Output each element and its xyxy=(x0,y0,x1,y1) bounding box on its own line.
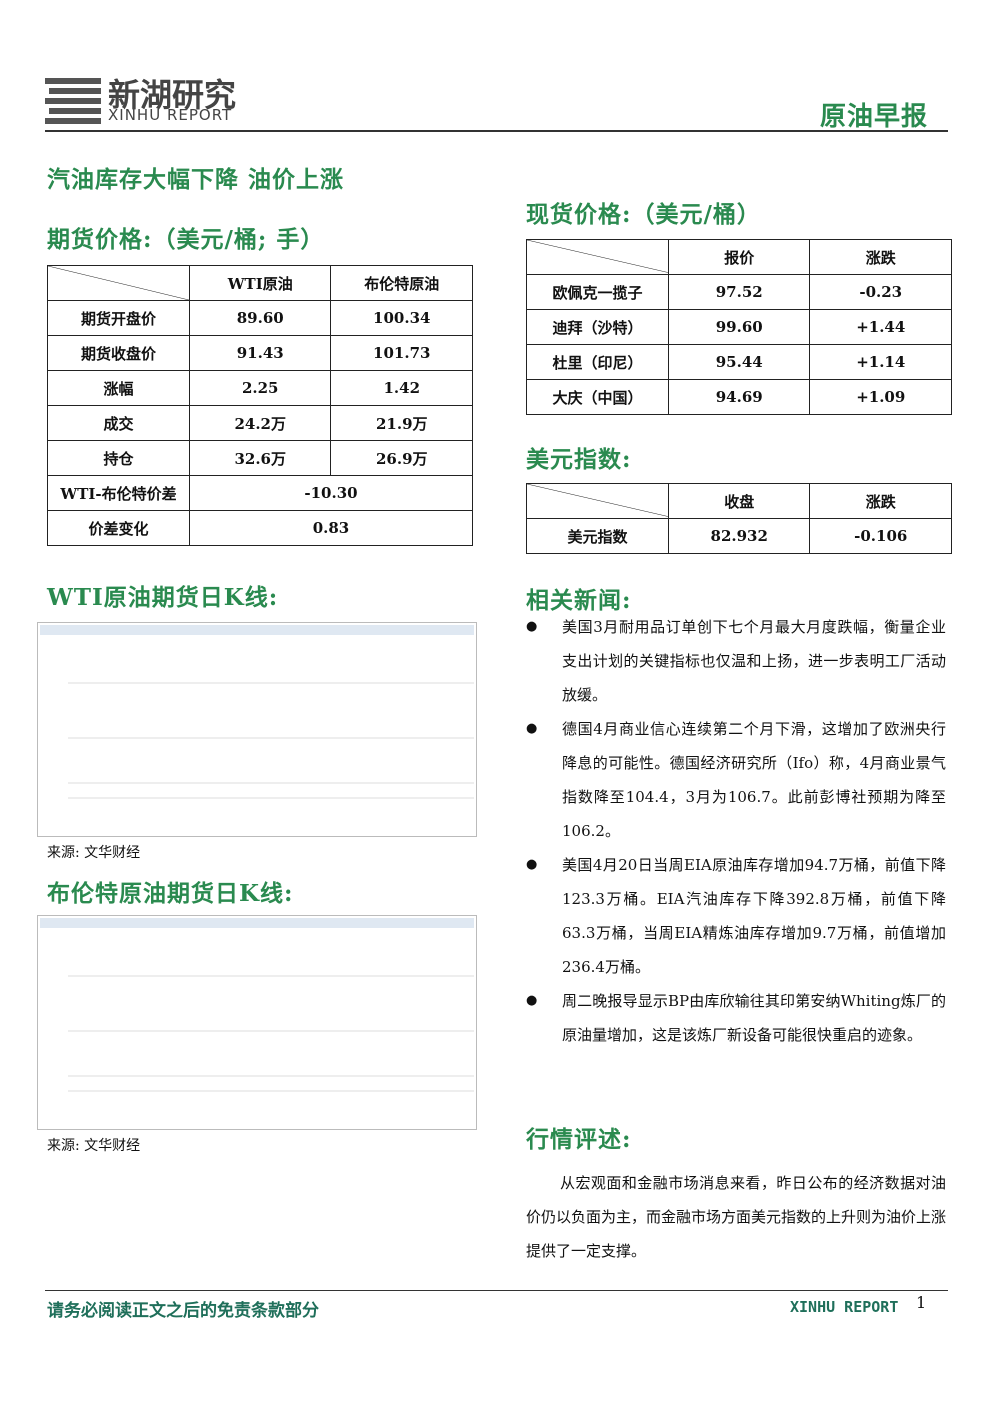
table-row: 迪拜（沙特） 99.60 +1.44 xyxy=(526,309,952,345)
footer-rule xyxy=(45,1290,948,1291)
news-list: 美国3月耐用品订单创下七个月最大月度跌幅，衡量企业支出计划的关键指标也仅温和上扬… xyxy=(526,610,946,1052)
column-header: 涨跌 xyxy=(809,239,952,275)
cell: -0.106 xyxy=(809,518,952,554)
section-title: 美元指数: xyxy=(526,446,632,473)
cell: 101.73 xyxy=(330,335,473,371)
row-label: 期货收盘价 xyxy=(47,335,190,371)
header-row: 报价 涨跌 xyxy=(526,239,952,275)
column-header: 收盘 xyxy=(667,483,811,519)
chart-image xyxy=(37,622,477,837)
cell: -0.23 xyxy=(809,274,952,310)
table-row: 成交 24.2万 21.9万 xyxy=(47,405,473,441)
row-label: 期货开盘价 xyxy=(47,300,190,336)
row-label: 成交 xyxy=(47,405,190,441)
row-label: 欧佩克一揽子 xyxy=(526,274,669,310)
column-header: 报价 xyxy=(667,239,811,275)
cell: -10.30 xyxy=(188,475,474,511)
page-number: 1 xyxy=(916,1293,927,1312)
row-label: 价差变化 xyxy=(47,510,190,546)
cell: +1.44 xyxy=(809,309,952,345)
report-type: 原油早报 xyxy=(820,102,929,132)
table-row: 美元指数 82.932 -0.106 xyxy=(526,518,952,554)
table-row: 涨幅 2.25 1.42 xyxy=(47,370,473,406)
corner-cell xyxy=(526,483,669,519)
column-header: 布伦特原油 xyxy=(330,265,473,301)
cell: 95.44 xyxy=(667,344,811,380)
cell: +1.09 xyxy=(809,379,952,415)
cell: 32.6万 xyxy=(188,440,332,476)
table-row: 期货开盘价 89.60 100.34 xyxy=(47,300,473,336)
cell: 0.83 xyxy=(188,510,474,546)
cell: 97.52 xyxy=(667,274,811,310)
table-row: 价差变化 0.83 xyxy=(47,510,474,546)
cell: 2.25 xyxy=(188,370,332,406)
cell: 91.43 xyxy=(188,335,332,371)
section-title: 现货价格:（美元/桶） xyxy=(526,201,761,228)
cell: 99.60 xyxy=(667,309,811,345)
cell: 100.34 xyxy=(330,300,473,336)
table-row: WTI-布伦特价差 -10.30 xyxy=(47,475,474,511)
commentary: 从宏观面和金融市场消息来看，昨日公布的经济数据对油价仍以负面为主，而金融市场方面… xyxy=(526,1174,947,1260)
data-table: 报价 涨跌 欧佩克一揽子 97.52 -0.23 迪拜（沙特） 99.60 +1.44 杜里（印… xyxy=(526,239,952,415)
logo-mark xyxy=(45,78,101,124)
corner-cell xyxy=(526,239,669,275)
source: 来源: 文华财经 xyxy=(47,1138,141,1154)
news-item: 美国4月20日当周EIA原油库存增加94.7万桶，前值下降123.3万桶。EIA… xyxy=(526,848,946,984)
row-label: 大庆（中国） xyxy=(526,379,669,415)
cell: 26.9万 xyxy=(330,440,473,476)
header-rule xyxy=(45,130,948,132)
table-row: 杜里（印尼） 95.44 +1.14 xyxy=(526,344,952,380)
cell: 21.9万 xyxy=(330,405,473,441)
table-row: 欧佩克一揽子 97.52 -0.23 xyxy=(526,274,952,310)
section-title: 行情评述: xyxy=(526,1126,632,1153)
row-label: WTI-布伦特价差 xyxy=(47,475,190,511)
row-label: 迪拜（沙特） xyxy=(526,309,669,345)
cell: 94.69 xyxy=(667,379,811,415)
column-header: 涨跌 xyxy=(809,483,952,519)
section-title: WTI原油期货日K线: xyxy=(47,584,279,611)
corner-cell xyxy=(47,265,190,301)
section-title: 期货价格:（美元/桶; 手） xyxy=(47,226,325,253)
cell: +1.14 xyxy=(809,344,952,380)
cell: 1.42 xyxy=(330,370,473,406)
news-item: 美国3月耐用品订单创下七个月最大月度跌幅，衡量企业支出计划的关键指标也仅温和上扬… xyxy=(526,610,946,712)
header-row: 收盘 涨跌 xyxy=(526,483,952,519)
cell: 82.932 xyxy=(667,518,811,554)
news-item: 周二晚报导显示BP由库欣输往其印第安纳Whiting炼厂的原油量增加，这是该炼厂… xyxy=(526,984,946,1052)
table-row: 期货收盘价 91.43 101.73 xyxy=(47,335,473,371)
table-row: 持仓 32.6万 26.9万 xyxy=(47,440,473,476)
cell: 24.2万 xyxy=(188,405,332,441)
row-label: 持仓 xyxy=(47,440,190,476)
row-label: 杜里（印尼） xyxy=(526,344,669,380)
table-row: 大庆（中国） 94.69 +1.09 xyxy=(526,379,952,415)
chart-image xyxy=(37,915,477,1130)
headline: 汽油库存大幅下降 油价上涨 xyxy=(47,166,345,193)
brand: XINHU REPORT xyxy=(790,1298,899,1316)
column-header: WTI原油 xyxy=(188,265,332,301)
logo-cn: 新湖研究 xyxy=(108,76,237,114)
data-table: 收盘 涨跌 美元指数 82.932 -0.106 xyxy=(526,483,952,554)
logo-en: XINHU REPORT xyxy=(108,106,233,124)
row-label: 涨幅 xyxy=(47,370,190,406)
disclaimer: 请务必阅读正文之后的免责条款部分 xyxy=(47,1301,319,1321)
data-table: WTI原油 布伦特原油 期货开盘价 89.60 100.34 期货收盘价 91.43 101.… xyxy=(47,265,474,546)
row-label: 美元指数 xyxy=(526,518,669,554)
header-row: WTI原油 布伦特原油 xyxy=(47,265,473,301)
section-title: 布伦特原油期货日K线: xyxy=(47,880,294,907)
news-item: 德国4月商业信心连续第二个月下滑，这增加了欧洲央行降息的可能性。德国经济研究所（… xyxy=(526,712,946,848)
source: 来源: 文华财经 xyxy=(47,845,141,861)
cell: 89.60 xyxy=(188,300,332,336)
